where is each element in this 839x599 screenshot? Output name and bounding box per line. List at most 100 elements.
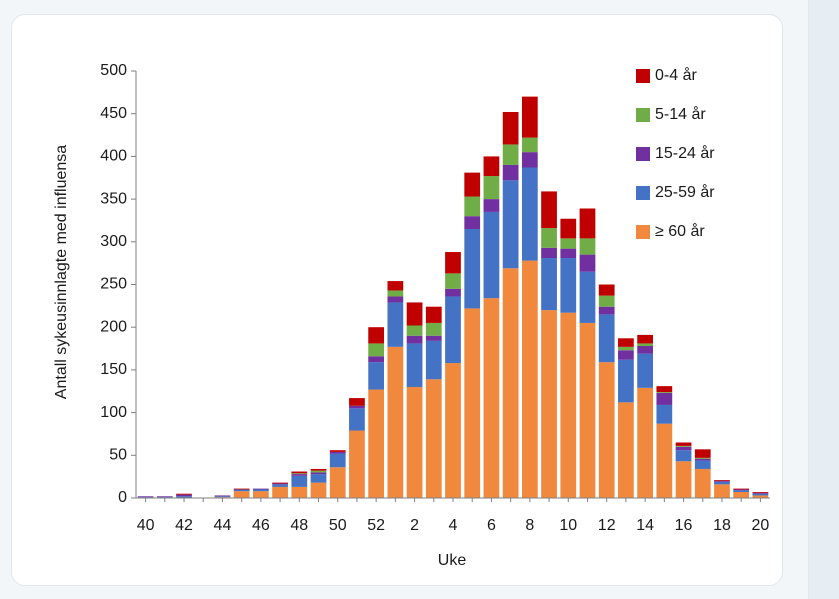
bar-segment-week-42-series-1 [176,496,192,498]
y-tick-label: 150 [100,361,127,378]
x-tick-label-42: 42 [175,517,193,534]
y-tick-label: 100 [100,404,127,421]
bar-segment-week-15-series-0 [656,423,673,498]
legend-label: 5-14 år [655,105,706,123]
legend-label: 15-24 år [655,144,715,162]
bar-segment-week-44-series-2 [214,495,231,497]
bar-segment-week-46-series-1 [253,489,269,492]
bar-segment-week-2-series-3 [406,325,423,336]
x-tick-label-2: 2 [410,517,419,534]
y-tick-label: 400 [100,148,127,165]
bar-segment-week-5-series-1 [464,228,481,309]
bar-segment-week-1-series-2 [387,296,404,303]
bar-segment-week-50-series-0 [329,467,346,498]
bar-segment-week-17-series-4 [694,449,711,458]
bar-segment-week-4-series-4 [445,252,461,274]
x-tick-label-18: 18 [713,517,731,534]
bar-segment-week-5-series-3 [464,196,481,217]
bar-segment-week-7-series-4 [502,111,519,145]
y-tick-label: 0 [118,489,127,506]
legend: 0-4 år 5-14 år 15-24 år 25-59 år ≥ 60 år [636,66,715,240]
bar-segment-week-1-series-3 [387,290,404,297]
bar-segment-week-9-series-0 [541,310,557,498]
bar-segment-week-42-series-4 [176,493,192,495]
bar-segment-week-51-series-1 [349,408,365,431]
legend-swatch [636,108,650,122]
bar-segment-week-14-series-3 [637,343,653,346]
bar-segment-week-11-series-0 [579,322,596,498]
bar-segment-week-2-series-0 [406,386,423,498]
bar-segment-week-41-series-2 [156,496,173,498]
bar-segment-week-20-series-4 [752,492,769,493]
bar-segment-week-47-series-4 [272,482,288,484]
x-tick-label-10: 10 [559,517,577,534]
bar-segment-week-9-series-4 [541,191,557,229]
bar-segment-week-52-series-2 [368,356,385,363]
bar-segment-week-10-series-2 [560,248,577,259]
bar-segment-week-4-series-2 [445,288,461,297]
legend-swatch [636,147,650,161]
bar-segment-week-7-series-3 [502,144,519,165]
x-axis-label: Uke [438,552,467,569]
bar-segment-week-45-series-1 [233,489,250,492]
bar-segment-week-8-series-3 [521,137,538,153]
bar-segment-week-20-series-0 [752,495,769,498]
bar-segment-week-8-series-2 [521,152,538,168]
bar-segment-week-42-series-2 [176,494,192,497]
bar-segment-week-10-series-1 [560,258,577,313]
bar-segment-week-46-series-2 [253,488,269,490]
y-tick-label: 500 [100,62,127,79]
bar-segment-week-6-series-2 [483,199,500,212]
bar-segment-week-12-series-3 [598,295,615,307]
bar-segment-week-4-series-0 [445,363,461,498]
x-tick-label-50: 50 [329,517,347,534]
x-tick-label-16: 16 [675,517,693,534]
bar-segment-week-15-series-4 [656,386,673,393]
bar-segment-week-3-series-2 [425,335,442,341]
bar-segment-week-50-series-2 [329,451,346,454]
y-axis-label: Antall sykeusinnlagte med influensa [53,145,70,399]
y-tick-label: 450 [100,105,127,122]
bar-segment-week-19-series-0 [733,492,750,498]
bar-segment-week-4-series-1 [445,296,461,364]
bar-segment-week-10-series-4 [560,218,577,239]
bar-segment-week-13-series-0 [618,402,634,498]
bar-segment-week-17-series-1 [694,460,711,469]
bar-segment-week-9-series-1 [541,258,557,311]
bar-segment-week-9-series-2 [541,247,557,259]
bar-segment-week-3-series-1 [425,340,442,380]
bar-segment-week-6-series-0 [483,298,500,498]
bar-segment-week-19-series-2 [733,489,750,491]
bar-segment-week-8-series-1 [521,167,538,261]
bar-segment-week-48-series-1 [291,475,308,487]
bar-segment-week-45-series-4 [233,488,250,490]
bar-segment-week-17-series-2 [694,458,711,461]
bar-segment-week-13-series-4 [618,338,634,347]
legend-swatch [636,186,650,200]
bar-segment-week-16-series-3 [675,445,692,447]
bar-segment-week-10-series-0 [560,312,577,498]
bar-segment-week-1-series-4 [387,281,404,291]
bar-segment-week-52-series-0 [368,389,385,498]
bar-segment-week-11-series-4 [579,208,596,239]
bar-segment-week-16-series-1 [675,450,692,462]
bar-segment-week-11-series-3 [579,238,596,255]
x-tick-label-6: 6 [487,517,496,534]
x-tick-label-46: 46 [252,517,270,534]
bar-segment-week-18-series-1 [714,481,730,485]
bar-segment-week-50-series-4 [329,450,346,452]
bar-segment-week-14-series-1 [637,353,653,388]
bar-segment-week-49-series-4 [310,468,327,471]
bar-segment-week-48-series-4 [291,471,308,474]
bar-segment-week-8-series-0 [521,260,538,498]
bar-segment-week-13-series-3 [618,346,634,351]
side-panel [808,0,839,599]
bar-segment-week-17-series-3 [694,457,711,459]
bar-segment-week-2-series-1 [406,343,423,387]
bar-segment-week-49-series-3 [310,470,327,473]
bar-segment-week-5-series-0 [464,308,481,498]
bar-segment-week-47-series-2 [272,483,288,485]
bar-segment-week-47-series-1 [272,484,288,487]
bar-segment-week-52-series-4 [368,327,385,344]
